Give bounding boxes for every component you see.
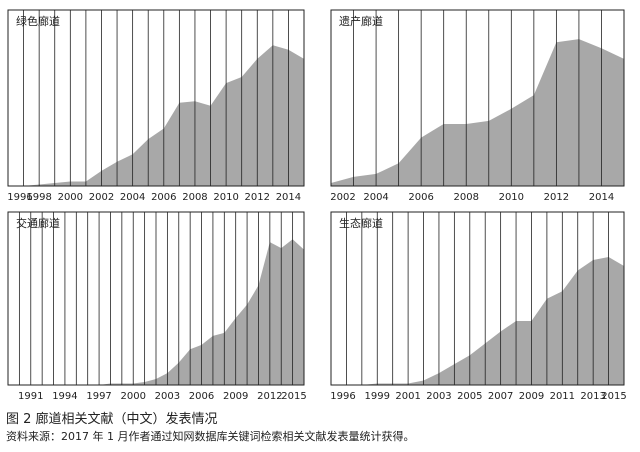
x-tick-label: 2002 — [330, 192, 355, 203]
x-tick-label: 1996 — [7, 192, 32, 203]
panel-title: 交通廊道 — [16, 216, 60, 230]
figure-caption-source: 资料来源：2017 年 1 月作者通过知网数据库关键词检索相关文献发表量统计获得… — [6, 430, 415, 443]
x-tick-label: 2010 — [499, 192, 524, 203]
x-tick-label: 2001 — [395, 391, 420, 402]
plot-frame — [7, 9, 305, 187]
x-tick-label: 2007 — [488, 391, 513, 402]
x-tick-label: 2014 — [276, 192, 301, 203]
panel-title: 绿色廊道 — [16, 14, 60, 28]
plot-frame — [7, 211, 305, 386]
x-tick-label: 2000 — [121, 391, 146, 402]
x-tick-label: 1994 — [52, 391, 77, 402]
chart-ecological-corridor: 生态廊道 1996 1999 2001 2003 2005 2007 2009 2011 2013… — [330, 211, 627, 402]
x-tick-label: 2003 — [155, 391, 180, 402]
x-tick-label: 2011 — [550, 391, 575, 402]
x-tick-label: 2004 — [120, 192, 145, 203]
x-tick-label: 2000 — [58, 192, 83, 203]
x-tick-label: 2009 — [223, 391, 248, 402]
x-tick-label: 2012 — [544, 192, 569, 203]
x-tick-label: 2006 — [408, 192, 433, 203]
figure-caption-title: 图 2 廊道相关文献（中文）发表情况 — [6, 412, 218, 427]
x-tick-label: 2004 — [363, 192, 388, 203]
x-tick-label: 2015 — [281, 391, 306, 402]
x-tick-label: 2008 — [454, 192, 479, 203]
panel-title: 生态廊道 — [339, 216, 383, 230]
panel-title: 遗产廊道 — [339, 14, 383, 28]
x-tick-label: 1999 — [365, 391, 390, 402]
plot-frame — [330, 211, 625, 386]
area-series — [8, 45, 304, 186]
x-tick-label: 2012 — [245, 192, 270, 203]
x-tick-label: 2006 — [189, 391, 214, 402]
x-tick-label: 2009 — [519, 391, 544, 402]
x-tick-label: 2013 — [580, 391, 605, 402]
x-tick-label: 2006 — [151, 192, 176, 203]
area-series — [331, 257, 624, 385]
chart-heritage-corridor: 遗产廊道 2002 2004 2006 2008 2010 2012 2014 — [330, 9, 625, 203]
area-series — [331, 39, 624, 186]
x-tick-label: 2015 — [601, 391, 626, 402]
x-tick-label: 1991 — [18, 391, 43, 402]
x-tick-label: 2008 — [182, 192, 207, 203]
x-tick-label: 2010 — [213, 192, 238, 203]
x-tick-label: 2012 — [257, 391, 282, 402]
x-tick-label: 1996 — [330, 391, 355, 402]
x-tick-label: 2003 — [426, 391, 451, 402]
x-tick-label: 2005 — [457, 391, 482, 402]
plot-frame — [330, 9, 625, 187]
x-tick-label: 1997 — [86, 391, 111, 402]
x-tick-label: 1998 — [26, 192, 51, 203]
x-tick-label: 2014 — [589, 192, 614, 203]
x-tick-label: 2002 — [89, 192, 114, 203]
area-series — [8, 239, 304, 385]
